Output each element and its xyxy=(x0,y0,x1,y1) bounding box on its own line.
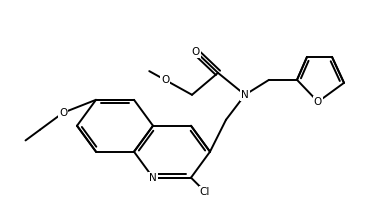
Text: O: O xyxy=(314,97,322,107)
Text: Cl: Cl xyxy=(200,187,210,197)
Text: N: N xyxy=(149,173,157,183)
Text: N: N xyxy=(241,90,249,100)
Text: O: O xyxy=(161,75,169,85)
Text: O: O xyxy=(59,108,67,118)
Text: O: O xyxy=(192,47,200,57)
